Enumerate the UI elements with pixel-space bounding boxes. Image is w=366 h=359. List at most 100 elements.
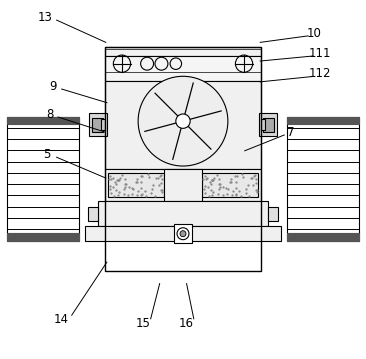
Bar <box>108 173 164 196</box>
Point <box>228 176 234 182</box>
Point <box>209 177 215 182</box>
Point <box>233 192 239 198</box>
Circle shape <box>138 76 228 166</box>
Bar <box>287 117 359 124</box>
Point <box>216 191 221 197</box>
Point <box>246 194 252 199</box>
Point <box>250 182 256 187</box>
Point <box>209 177 214 183</box>
Point <box>254 187 259 193</box>
Point <box>202 190 208 196</box>
Point <box>115 192 121 197</box>
Point <box>108 190 114 196</box>
Point <box>211 175 217 181</box>
Point <box>253 187 258 193</box>
Circle shape <box>176 114 190 128</box>
Point <box>201 186 207 192</box>
Bar <box>89 113 107 136</box>
Point <box>210 177 216 182</box>
Bar <box>105 47 261 56</box>
Text: 111: 111 <box>309 47 331 60</box>
Point <box>234 191 239 197</box>
Point <box>116 189 122 195</box>
Bar <box>268 207 278 220</box>
Point <box>208 187 214 193</box>
Point <box>139 173 145 179</box>
Point <box>216 182 222 187</box>
Point <box>220 192 225 198</box>
Text: 5: 5 <box>44 148 51 161</box>
Bar <box>98 201 268 226</box>
Point <box>234 173 239 179</box>
Bar <box>92 118 102 131</box>
Point <box>110 184 116 190</box>
Point <box>134 192 140 198</box>
Point <box>142 188 148 194</box>
Point <box>135 188 141 194</box>
Point <box>108 176 114 182</box>
Point <box>205 184 210 190</box>
Bar <box>263 118 274 131</box>
Point <box>121 191 127 197</box>
Circle shape <box>177 228 189 240</box>
Point <box>239 171 245 176</box>
Point <box>145 171 150 176</box>
Point <box>138 179 144 185</box>
Point <box>106 176 112 181</box>
Point <box>159 189 165 195</box>
Bar <box>105 169 261 201</box>
Point <box>139 191 145 197</box>
Point <box>134 179 139 185</box>
Point <box>227 179 233 185</box>
Bar <box>101 119 105 130</box>
Bar <box>7 117 79 124</box>
Text: 10: 10 <box>307 27 321 39</box>
Point <box>238 193 243 199</box>
Text: 8: 8 <box>46 108 53 121</box>
Point <box>156 182 162 187</box>
Point <box>121 186 127 192</box>
Bar <box>88 207 98 220</box>
Point <box>116 177 122 182</box>
Point <box>207 179 213 185</box>
Point <box>153 175 159 181</box>
Point <box>119 173 125 178</box>
Point <box>214 173 220 178</box>
Bar <box>287 233 359 241</box>
Bar <box>164 169 202 201</box>
Point <box>138 185 144 191</box>
Point <box>209 192 215 197</box>
Point <box>143 193 149 199</box>
Point <box>130 191 135 197</box>
Text: 7: 7 <box>287 126 295 139</box>
Point <box>113 187 119 193</box>
Bar <box>7 233 79 241</box>
Bar <box>259 113 277 136</box>
Point <box>150 182 156 188</box>
Point <box>155 175 161 181</box>
Bar <box>202 173 258 196</box>
Point <box>125 192 131 198</box>
Point <box>129 185 135 191</box>
Point <box>107 173 113 179</box>
Bar <box>287 117 359 241</box>
Point <box>148 190 154 196</box>
Bar <box>261 119 265 130</box>
Point <box>138 173 144 179</box>
Text: 13: 13 <box>37 11 52 24</box>
Point <box>220 185 226 190</box>
Point <box>244 182 250 188</box>
Point <box>149 186 155 192</box>
Text: 14: 14 <box>53 313 68 326</box>
Point <box>233 179 239 185</box>
Point <box>202 183 208 188</box>
Point <box>254 189 259 195</box>
Bar <box>105 47 261 271</box>
Point <box>251 173 257 179</box>
Point <box>107 183 113 188</box>
Point <box>122 184 128 190</box>
Point <box>200 176 206 181</box>
Point <box>146 174 152 180</box>
Bar <box>105 81 261 169</box>
Point <box>159 187 165 193</box>
